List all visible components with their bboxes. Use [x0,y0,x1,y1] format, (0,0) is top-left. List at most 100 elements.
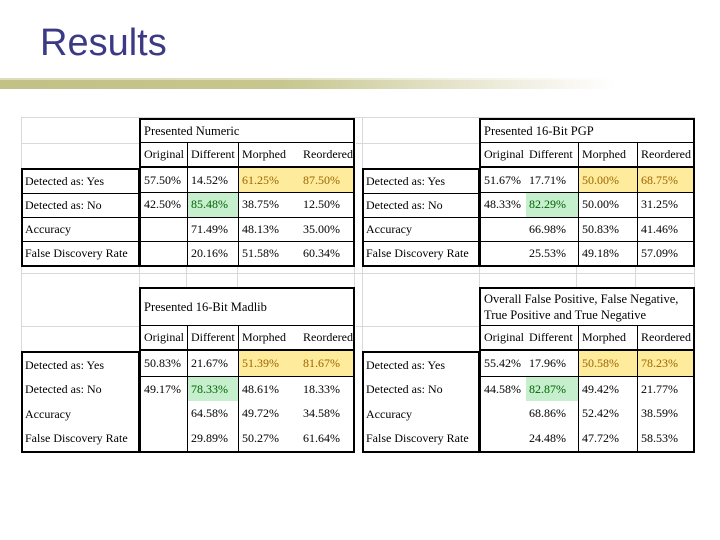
value-cell: 87.50% [300,168,353,193]
column-header: Different [187,143,238,168]
value-cell: 50.00% [578,192,637,217]
row-label: Detected as: No [366,382,443,397]
value-cell: 60.34% [300,240,353,265]
value-cell: 35.00% [300,216,353,241]
table-presented-16-bit-madlib: Presented 16-Bit Madlib Original Different… [139,287,355,453]
value-cell: 50.83% [144,356,181,370]
gridline [356,326,479,327]
gridline [635,267,636,287]
column-header: Morphed [238,143,300,168]
gridline [362,267,363,351]
column-header: Morphed [578,326,637,351]
spreadsheet-area: Detected as: Yes Detected as: No Accuracy F… [0,110,720,470]
column-header: Different [526,143,578,168]
value-cell [141,401,187,426]
column-header: Reordered [637,326,693,351]
table-presented-numeric-row-labels: Detected as: Yes Detected as: No Accuracy F… [21,168,140,267]
value-cell [141,240,187,265]
gridline [576,267,577,287]
row-label: Detected as: Yes [25,357,104,372]
value-cell: 81.67% [300,351,353,376]
value-cell: 21.67% [187,351,238,376]
table-presented-16-bit-pgp-row-labels: Detected as: Yes Detected as: No Accuracy F… [362,168,480,267]
table-overall-false-positive-false-negative-tr-row-labels: Detected as: Yes Detected as: No Accuracy F… [362,351,480,453]
value-cell: 41.46% [637,216,693,241]
value-cell: 24.48% [529,431,566,445]
value-cell: 51.67% [484,172,521,187]
table-title: Presented Numeric [141,120,353,143]
gridline [139,267,140,287]
gridline [21,117,695,118]
value-cell: 38.75% [238,192,300,217]
value-cell: 17.96% [529,356,566,370]
value-cell: 82.87% [526,376,578,401]
row-label: Detected as: Yes [366,174,445,188]
value-cell: 52.42% [578,401,637,426]
column-header: Reordered [300,326,353,351]
gridline [21,273,695,274]
row-label: False Discovery Rate [366,431,469,446]
value-cell: 61.25% [238,168,300,193]
value-cell: 48.13% [238,216,300,241]
column-header: Original [141,326,187,351]
column-header: Morphed [238,326,300,351]
table-presented-16-bit-madlib-row-labels: Detected as: Yes Detected as: No Accuracy F… [21,351,140,453]
table-presented-16-bit-pgp: Presented 16-Bit PGP Original Different Mor… [479,118,695,267]
value-cell: 21.77% [637,376,693,401]
gridline [362,117,363,168]
value-cell: 57.09% [637,240,693,265]
row-label: Detected as: No [25,382,102,397]
value-cell: 44.58% [481,376,526,401]
row-label: Detected as: Yes [366,357,445,372]
gridline [186,267,187,287]
value-cell: 29.89% [187,426,238,451]
table-title: Presented 16-Bit PGP [481,120,693,143]
value-cell: 85.48% [187,192,238,217]
value-cell: 68.75% [637,168,693,193]
gridline [356,143,479,144]
gridline [21,326,139,327]
column-header: Reordered [637,143,693,168]
value-cell: 49.42% [578,376,637,401]
gridline [21,117,22,168]
row-label: Accuracy [23,217,138,241]
value-cell: 50.27% [238,426,300,451]
slide-title: Results [40,22,167,64]
value-cell: 49.18% [578,240,637,265]
gridline [479,267,480,287]
value-cell: 50.58% [578,351,637,376]
row-label: False Discovery Rate [364,241,478,265]
row-label: Accuracy [364,217,478,241]
value-cell [481,240,526,265]
value-cell [481,401,526,426]
value-cell [141,216,187,241]
value-cell: 47.72% [578,426,637,451]
row-label: Detected as: No [364,193,478,217]
gridline [21,143,139,144]
gridline [694,267,695,287]
row-label: False Discovery Rate [25,431,128,446]
gridline [21,267,22,351]
value-cell: 25.53% [526,240,578,265]
value-cell: 82.29% [526,192,578,217]
value-cell: 58.53% [637,426,693,451]
value-cell: 51.39% [238,351,300,376]
value-cell: 49.72% [238,401,300,426]
column-header: Reordered [300,143,353,168]
column-header: Morphed [578,143,637,168]
table-title: Presented 16-Bit Madlib [141,289,353,326]
value-cell: 51.58% [238,240,300,265]
value-cell: 42.50% [141,192,187,216]
value-cell [481,216,526,241]
row-label: Accuracy [366,406,412,421]
accent-bar [0,78,700,89]
value-cell: 38.59% [637,401,693,426]
value-cell [481,426,526,451]
row-label: Accuracy [25,406,71,421]
table-title: Overall False Positive, False Negative, … [481,289,693,326]
value-cell: 50.00% [578,168,637,193]
value-cell: 20.16% [187,240,238,265]
column-header: Different [187,326,238,351]
value-cell: 66.98% [526,216,578,241]
